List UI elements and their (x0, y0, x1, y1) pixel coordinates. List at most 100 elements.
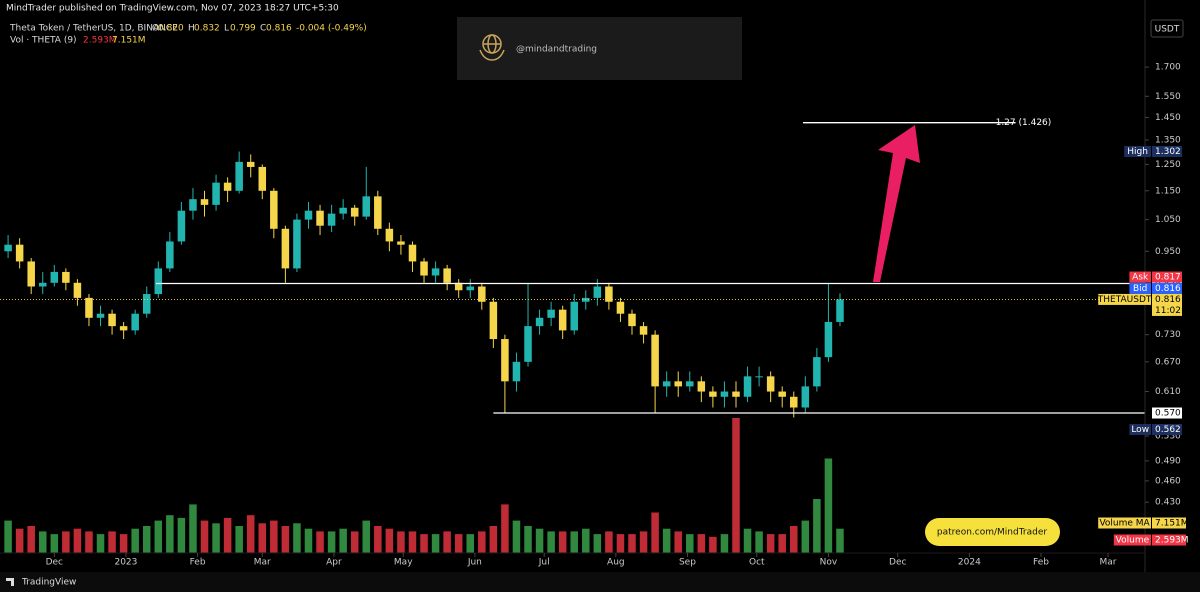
candle-body (651, 334, 659, 387)
candle-body (478, 286, 486, 302)
volume-label-name-box (1098, 517, 1151, 529)
y-tick-label: 0.530 (1155, 432, 1181, 442)
volume-bar (350, 531, 359, 553)
volume-bar (732, 418, 740, 553)
y-tick-label: 1.700 (1155, 63, 1181, 73)
price-label-value: 1.302 (1155, 147, 1181, 157)
candle-body (431, 268, 440, 276)
y-tick-label: 1.150 (1155, 186, 1181, 196)
candle-body (616, 301, 625, 314)
volume-legend-name: Vol · THETA (9) (10, 36, 77, 46)
footer (0, 572, 1200, 592)
volume-bar (397, 531, 405, 553)
x-tick-label: Feb (190, 558, 206, 568)
volume-bar (466, 534, 475, 553)
price-label-box (1152, 423, 1182, 435)
volume-bar (697, 534, 706, 553)
brand-icon (6, 578, 14, 586)
published-line: MindTrader published on TradingView.com,… (6, 4, 339, 14)
volume-bar (408, 531, 417, 553)
volume-bar (628, 534, 636, 553)
candle-body (709, 391, 717, 397)
price-label-value: 0.562 (1155, 425, 1181, 435)
ohlc-key: H (188, 24, 195, 34)
volume-bar (385, 528, 394, 553)
candle-body (119, 326, 128, 331)
ohlc-value: -0.004 (-0.49%) (296, 24, 367, 34)
x-tick-label: Jun (467, 558, 482, 568)
candle-body (454, 282, 463, 291)
price-label-name-box (1129, 423, 1151, 435)
candle-body (258, 166, 267, 191)
candle-body (177, 210, 186, 242)
volume-bar (166, 515, 174, 553)
candle-body (512, 361, 521, 382)
volume-bar (15, 528, 24, 553)
currency: USDT (1155, 25, 1180, 35)
price-label-time: 11:02:46 (1155, 306, 1196, 316)
candle-body (327, 213, 336, 226)
volume-bar (293, 523, 301, 553)
candle-body (547, 309, 555, 318)
price-label-value: 0.570 (1155, 409, 1181, 419)
candle-body (15, 244, 24, 262)
volume-bar (177, 517, 186, 553)
volume-bar (489, 526, 498, 553)
volume-legend-ma: 7.151M (112, 36, 146, 46)
volume-bar (420, 534, 428, 553)
patreon-box (925, 518, 1060, 546)
x-tick-label: Nov (820, 558, 838, 568)
volume-bar (582, 528, 590, 553)
candle-body (639, 326, 648, 335)
ohlc-value: 0.832 (194, 24, 220, 34)
price-label-box (1152, 407, 1182, 419)
x-tick-label: Dec (889, 558, 906, 568)
volume-label-name-box (1113, 534, 1151, 546)
candle-body (593, 286, 602, 298)
candle-body (212, 182, 220, 205)
candle-body (720, 391, 729, 397)
candle-body (235, 161, 243, 191)
volume-bar (558, 531, 567, 553)
volume-bar (686, 534, 694, 553)
watermark-text: @mindandtrading (516, 45, 597, 55)
y-tick-label: 0.610 (1155, 387, 1181, 397)
candle-body (836, 299, 844, 322)
y-tick-label: 1.550 (1155, 92, 1181, 102)
candle-body (4, 244, 12, 252)
candle-body (131, 313, 139, 331)
volume-bar (327, 531, 336, 553)
y-tick-label: 1.250 (1155, 160, 1181, 170)
volume-bar (547, 531, 555, 553)
volume-bar (223, 517, 232, 553)
y-tick-label: 0.950 (1155, 247, 1181, 257)
y-tick-label: 0.730 (1155, 330, 1181, 340)
candle-body (304, 210, 313, 220)
candle-body (674, 381, 682, 387)
volume-bar (27, 526, 35, 553)
candle-body (281, 228, 290, 269)
volume-bar (720, 534, 729, 553)
volume-bar (38, 531, 47, 553)
candle-body (813, 357, 821, 387)
ohlc-key: O (152, 24, 159, 34)
volume-bar (743, 528, 752, 553)
volume-bar (108, 531, 116, 553)
volume-bar (235, 526, 243, 553)
price-label-name: Low (1131, 425, 1149, 435)
volume-bar (651, 512, 659, 553)
watermark-box (457, 17, 742, 80)
volume-label-box (1152, 534, 1186, 546)
candle-body (466, 286, 475, 291)
y-tick-label: 0.490 (1155, 456, 1181, 466)
candle-body (570, 301, 578, 331)
level-label: 1.27 (1.426) (996, 118, 1052, 128)
candle-body (293, 219, 301, 269)
candle-body (686, 381, 694, 387)
candle-body (801, 386, 810, 408)
volume-bar (443, 531, 451, 553)
x-tick-label: 2024 (958, 558, 981, 568)
x-tick-label: Mar (254, 558, 271, 568)
